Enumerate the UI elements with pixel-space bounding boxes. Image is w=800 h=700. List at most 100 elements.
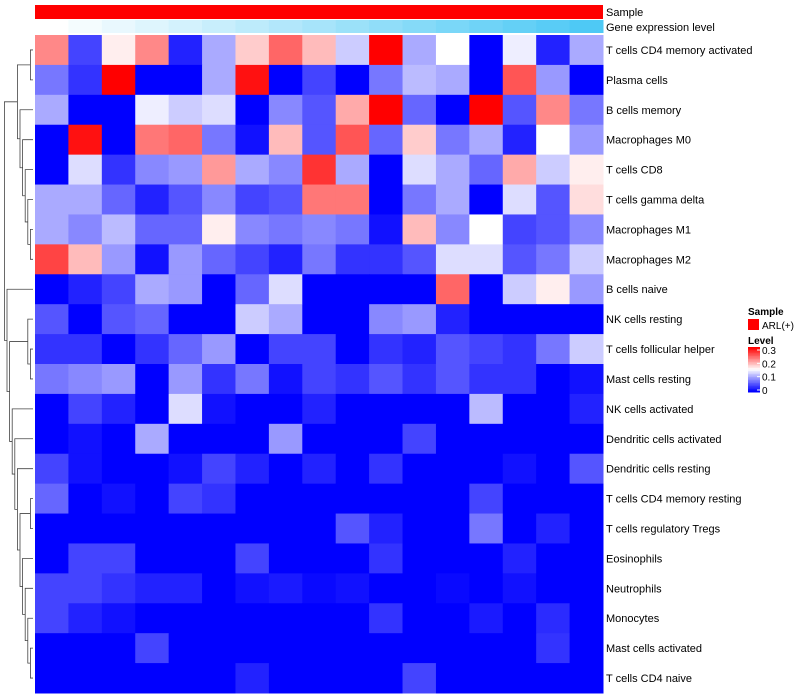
heatmap-cell: [268, 35, 303, 66]
heatmap-cell: [569, 154, 604, 186]
heatmap-cell: [469, 274, 504, 305]
heatmap-cell: [68, 663, 103, 694]
heatmap-cell: [168, 483, 203, 515]
heatmap-cell: [235, 64, 270, 96]
legend-level-gradient: [748, 387, 760, 390]
dendrogram-branch: [30, 229, 33, 260]
heatmap-cell: [335, 94, 370, 126]
heatmap-cell: [268, 304, 303, 335]
heatmap-cell: [35, 393, 69, 425]
heatmap-cell: [68, 633, 103, 664]
heatmap-cell: [235, 483, 270, 515]
heatmap-cell: [135, 214, 170, 245]
heatmap-cell: [101, 453, 136, 485]
heatmap-cell: [536, 334, 571, 365]
heatmap-cell: [502, 633, 537, 664]
heatmap-cell: [435, 393, 470, 425]
heatmap-cell: [168, 244, 203, 275]
heatmap-cell: [502, 543, 537, 574]
heatmap-cell: [402, 64, 437, 96]
heatmap-cell: [168, 393, 203, 425]
row-label: Mast cells activated: [606, 643, 702, 655]
heatmap-cell: [536, 393, 571, 425]
heatmap-cell: [302, 94, 337, 126]
heatmap-cell: [435, 573, 470, 604]
gene-expression-annotation-cell: [435, 20, 470, 33]
legend-level-gradient: [748, 359, 760, 361]
heatmap-cell: [402, 274, 437, 305]
legend-level-gradient: [748, 365, 760, 367]
heatmap-cell: [135, 573, 170, 604]
heatmap-cell: [335, 124, 370, 156]
heatmap-cell: [402, 663, 437, 694]
heatmap-cell: [536, 573, 571, 604]
heatmap-cell: [536, 603, 571, 634]
heatmap-cell: [335, 663, 370, 694]
heatmap-cell: [302, 513, 337, 544]
heatmap-cell: [235, 124, 270, 156]
heatmap-cell: [302, 423, 337, 455]
heatmap-cell: [202, 364, 236, 395]
heatmap-cell: [302, 483, 337, 515]
heatmap-cell: [569, 274, 604, 305]
heatmap-cell: [101, 274, 136, 305]
heatmap-cell: [502, 154, 537, 186]
heatmap-cell: [569, 364, 604, 395]
heatmap-cell: [168, 364, 203, 395]
heatmap-cell: [168, 633, 203, 664]
heatmap-cell: [202, 513, 236, 544]
heatmap-cell: [335, 154, 370, 186]
heatmap-cell: [202, 543, 236, 574]
heatmap-cell: [268, 483, 303, 515]
heatmap-cell: [235, 513, 270, 544]
row-label: Macrophages M1: [606, 224, 691, 236]
gene-expression-annotation-cell: [536, 20, 571, 33]
heatmap-cell: [469, 513, 504, 544]
heatmap-cell: [536, 214, 571, 245]
heatmap-cell: [135, 453, 170, 485]
legend-level-gradient: [748, 363, 760, 366]
heatmap-cell: [268, 244, 303, 275]
heatmap-cell: [369, 573, 404, 604]
heatmap-cell: [68, 124, 103, 156]
heatmap-cell: [402, 423, 437, 455]
heatmap-cell: [302, 64, 337, 96]
heatmap-cell: [268, 423, 303, 455]
heatmap-cell: [235, 543, 270, 574]
heatmap-cell: [335, 483, 370, 515]
heatmap-cell: [569, 35, 604, 66]
heatmap-cell: [202, 393, 236, 425]
heatmap-cell: [402, 603, 437, 634]
heatmap-cell: [68, 214, 103, 245]
heatmap-cell: [435, 663, 470, 694]
heatmap-cell: [268, 573, 303, 604]
heatmap-cell: [469, 483, 504, 515]
heatmap-cell: [35, 124, 69, 156]
heatmap-cell: [168, 603, 203, 634]
heatmap-cell: [536, 633, 571, 664]
gene-expression-annotation-cell: [369, 20, 404, 33]
legend-level-gradient: [748, 386, 760, 388]
heatmap-cell: [68, 364, 103, 395]
heatmap-cell: [235, 663, 270, 694]
heatmap-cell: [168, 64, 203, 96]
heatmap-cell: [335, 244, 370, 275]
heatmap-cell: [502, 124, 537, 156]
heatmap-cell: [101, 603, 136, 634]
heatmap-cell: [101, 573, 136, 604]
heatmap-cell: [469, 124, 504, 156]
row-label: T cells CD4 memory resting: [606, 494, 742, 506]
heatmap-cell: [435, 304, 470, 335]
heatmap-cell: [502, 64, 537, 96]
heatmap-cell: [68, 573, 103, 604]
heatmap-cell: [202, 334, 236, 365]
heatmap-cell: [502, 244, 537, 275]
heatmap-cell: [168, 334, 203, 365]
heatmap-cell: [435, 274, 470, 305]
heatmap-cell: [335, 603, 370, 634]
legend-level-gradient: [748, 350, 760, 352]
legend-level-gradient: [748, 390, 760, 393]
heatmap-cell: [302, 154, 337, 186]
